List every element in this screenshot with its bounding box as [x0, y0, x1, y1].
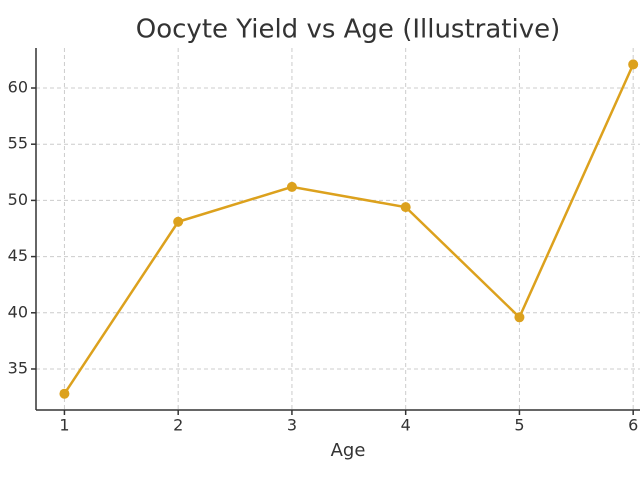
- y-tick-label: 50: [8, 190, 28, 209]
- x-tick-label: 5: [514, 416, 524, 435]
- y-tick-label: 40: [8, 302, 28, 321]
- y-tick-label: 35: [8, 358, 28, 377]
- data-point: [628, 59, 639, 70]
- x-tick-label: 3: [287, 416, 297, 435]
- y-tick-label: 55: [8, 134, 28, 153]
- data-point: [286, 181, 297, 192]
- x-tick-label: 1: [59, 416, 69, 435]
- x-tick-label: 2: [173, 416, 183, 435]
- x-tick-label: 6: [628, 416, 638, 435]
- y-tick-label: 60: [8, 78, 28, 97]
- x-axis-label: Age: [331, 440, 366, 461]
- y-tick-label: 45: [8, 246, 28, 265]
- data-point: [173, 216, 184, 227]
- data-point: [59, 388, 70, 399]
- x-tick-label: 4: [401, 416, 411, 435]
- data-point: [400, 202, 411, 213]
- data-line: [63, 63, 635, 395]
- data-point: [514, 312, 525, 323]
- chart-title: Oocyte Yield vs Age (Illustrative): [136, 15, 560, 45]
